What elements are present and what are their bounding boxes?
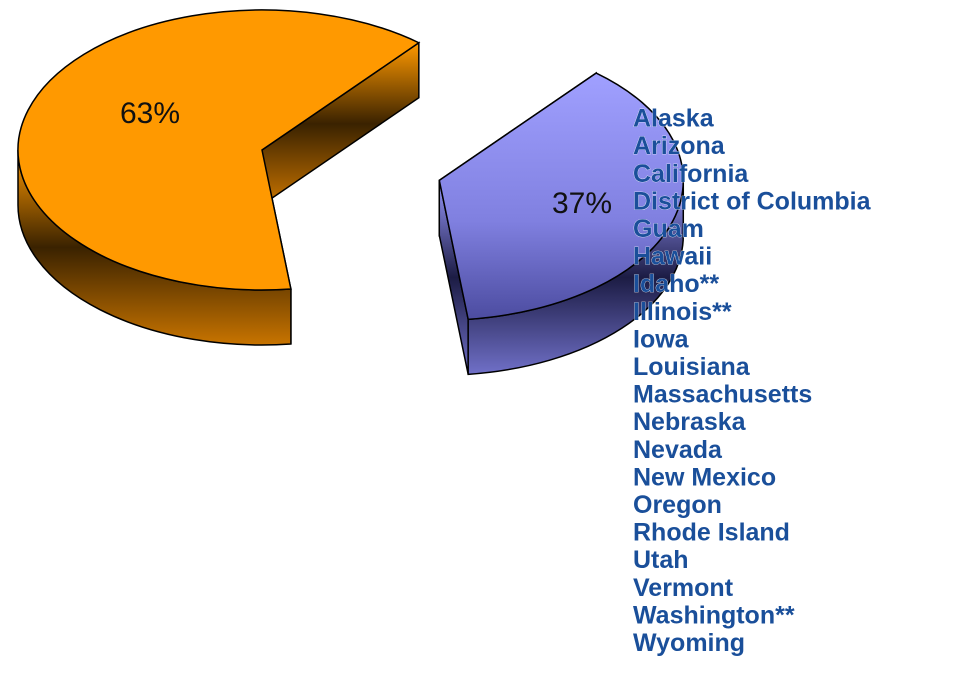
- state-name: Massachusetts: [633, 381, 812, 409]
- data-label: 63%: [120, 97, 180, 130]
- state-name: California: [633, 160, 749, 188]
- state-name: Nevada: [633, 436, 723, 464]
- state-name: Hawaii: [633, 243, 712, 271]
- state-name: Louisiana: [633, 353, 751, 381]
- state-name: Iowa: [633, 325, 690, 353]
- state-name: Illinois**: [633, 298, 732, 326]
- state-name: Utah: [633, 546, 689, 574]
- state-name: Wyoming: [633, 629, 745, 657]
- state-name: Guam: [633, 215, 704, 243]
- state-name: Nebraska: [633, 408, 747, 436]
- state-name: Vermont: [633, 574, 734, 602]
- state-name: Arizona: [633, 132, 726, 160]
- state-name: Oregon: [633, 491, 722, 519]
- state-name: Alaska: [633, 105, 715, 133]
- slice: [17, 9, 421, 291]
- state-name: District of Columbia: [633, 187, 872, 215]
- pie: [17, 9, 685, 376]
- state-name: Idaho**: [633, 270, 719, 298]
- state-name: New Mexico: [633, 463, 776, 491]
- data-label: 37%: [552, 187, 612, 220]
- state-name: Rhode Island: [633, 519, 790, 547]
- slice: [438, 72, 684, 321]
- state-name: Washington**: [633, 601, 795, 629]
